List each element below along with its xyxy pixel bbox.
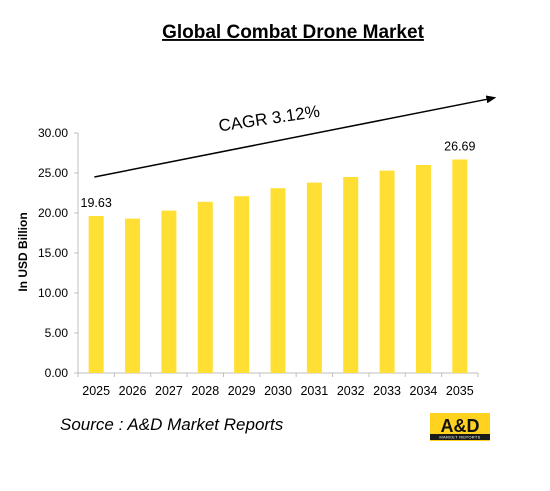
bar-2027 [161,210,177,373]
x-tick-label: 2035 [446,384,474,398]
source-note: Source : A&D Market Reports [60,415,284,434]
y-axis-label: In USD Billion [16,212,30,291]
cagr-annotation: CAGR 3.12% [217,102,321,136]
plot-area: 0.00 5.00 10.00 15.00 20.00 25.00 30.00 2025 202… [38,95,497,398]
bar-2028 [197,201,213,373]
bar-2031 [306,182,322,373]
bar-2032 [343,177,359,373]
bar-2029 [234,196,250,373]
x-tick-label: 2032 [337,384,365,398]
x-tick-label: 2027 [155,384,183,398]
bar-2026 [125,218,141,373]
data-label-2035: 26.69 [444,139,475,153]
x-tick-label: 2031 [300,384,328,398]
x-tick-label: 2034 [410,384,438,398]
bar-2033 [379,170,395,373]
x-tick-label: 2028 [191,384,219,398]
data-label-2025: 19.63 [81,196,112,210]
y-tick-label: 20.00 [38,206,68,220]
svg-text:A&D: A&D [441,416,480,436]
bar-2030 [270,188,286,373]
x-tick-label: 2026 [119,384,147,398]
chart-title: Global Combat Drone Market [162,22,424,43]
y-tick-label: 15.00 [38,246,68,260]
x-tick-label: 2025 [82,384,110,398]
y-tick-label: 5.00 [45,326,69,340]
x-tick-label: 2030 [264,384,292,398]
y-tick-label: 30.00 [38,126,68,140]
y-tick-label: 10.00 [38,286,68,300]
bar-2025 [88,215,104,373]
svg-text:MARKET REPORTS: MARKET REPORTS [439,435,480,440]
y-tick-label: 0.00 [45,366,69,380]
x-tick-label: 2033 [373,384,401,398]
bar-2035 [452,159,468,373]
y-tick-label: 25.00 [38,166,68,180]
bar-2034 [415,165,431,373]
ad-logo: A&D MARKET REPORTS [430,413,490,441]
x-tick-label: 2029 [228,384,256,398]
cagr-arrow [94,95,497,178]
